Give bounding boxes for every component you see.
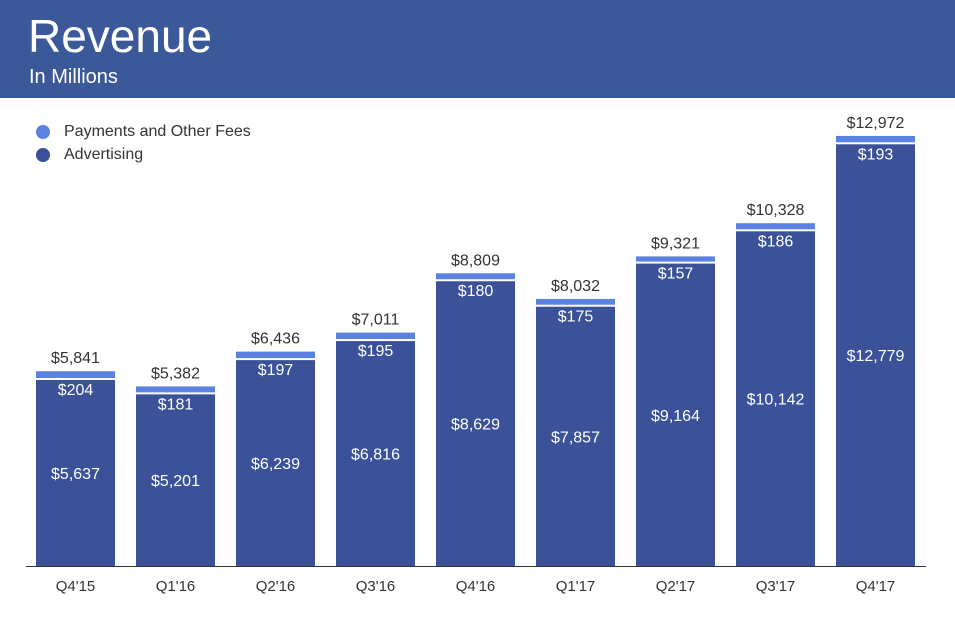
- legend-item-payments: Payments and Other Fees: [36, 120, 251, 143]
- x-tick-label: Q4'16: [456, 578, 496, 595]
- data-label-advertising: $10,142: [747, 392, 805, 409]
- x-tick-label: Q2'16: [256, 578, 296, 595]
- data-label-total: $12,972: [847, 115, 905, 132]
- bar-payments: [136, 386, 215, 393]
- bar-advertising: [436, 281, 515, 566]
- data-label-payments: $193: [858, 146, 894, 163]
- data-label-total: $5,841: [51, 350, 100, 367]
- bar-advertising: [636, 263, 715, 566]
- bar-payments: [236, 351, 315, 359]
- bar-advertising: [536, 306, 615, 566]
- data-label-payments: $195: [358, 343, 394, 360]
- data-label-payments: $186: [758, 233, 794, 250]
- data-label-advertising: $5,637: [51, 466, 100, 483]
- x-tick-label: Q2'17: [656, 578, 696, 595]
- bar-advertising: [336, 341, 415, 566]
- data-label-advertising: $6,239: [251, 456, 300, 473]
- bar-payments: [736, 223, 815, 230]
- bar-advertising: [836, 144, 915, 566]
- bar-advertising: [136, 394, 215, 566]
- data-label-payments: $197: [258, 362, 294, 379]
- data-label-payments: $204: [58, 382, 94, 399]
- x-tick-label: Q4'17: [856, 578, 896, 595]
- x-tick-label: Q1'17: [556, 578, 596, 595]
- page-title: Revenue: [28, 10, 213, 62]
- data-label-advertising: $6,816: [351, 447, 400, 464]
- data-label-total: $6,436: [251, 331, 300, 348]
- x-tick-label: Q3'16: [356, 578, 396, 595]
- data-label-total: $8,032: [551, 278, 600, 295]
- bar-payments: [536, 298, 615, 305]
- data-label-total: $7,011: [352, 312, 400, 329]
- bar-payments: [336, 332, 415, 340]
- data-label-payments: $180: [458, 283, 494, 300]
- data-label-advertising: $8,629: [451, 417, 500, 434]
- data-label-advertising: $9,164: [651, 408, 700, 425]
- chart-legend: Payments and Other Fees Advertising: [36, 120, 251, 166]
- bar-advertising: [736, 231, 815, 566]
- data-label-advertising: $12,779: [847, 348, 905, 365]
- bar-advertising: [36, 379, 115, 566]
- bar-payments: [836, 135, 915, 143]
- data-label-total: $10,328: [747, 202, 805, 219]
- bar-payments: [636, 256, 715, 262]
- data-label-advertising: $7,857: [551, 429, 600, 446]
- x-tick-label: Q3'17: [756, 578, 796, 595]
- data-label-total: $5,382: [151, 365, 200, 382]
- x-tick-label: Q4'15: [56, 578, 96, 595]
- bar-advertising: [236, 360, 315, 566]
- x-tick-label: Q1'16: [156, 578, 196, 595]
- data-label-payments: $157: [658, 266, 694, 283]
- data-label-total: $9,321: [651, 235, 700, 252]
- legend-swatch-advertising: [36, 147, 50, 162]
- bar-payments: [436, 273, 515, 280]
- legend-swatch-payments: [36, 124, 50, 139]
- data-label-payments: $181: [158, 396, 194, 413]
- legend-label-advertising: Advertising: [64, 145, 144, 163]
- data-label-advertising: $5,201: [151, 473, 200, 490]
- header-banner: Revenue In Millions: [0, 0, 955, 98]
- data-label-total: $8,809: [451, 252, 500, 269]
- bar-payments: [36, 371, 115, 378]
- data-label-payments: $175: [558, 309, 594, 326]
- legend-label-payments: Payments and Other Fees: [64, 122, 251, 140]
- page-subtitle: In Millions: [29, 66, 118, 88]
- legend-item-advertising: Advertising: [36, 143, 251, 166]
